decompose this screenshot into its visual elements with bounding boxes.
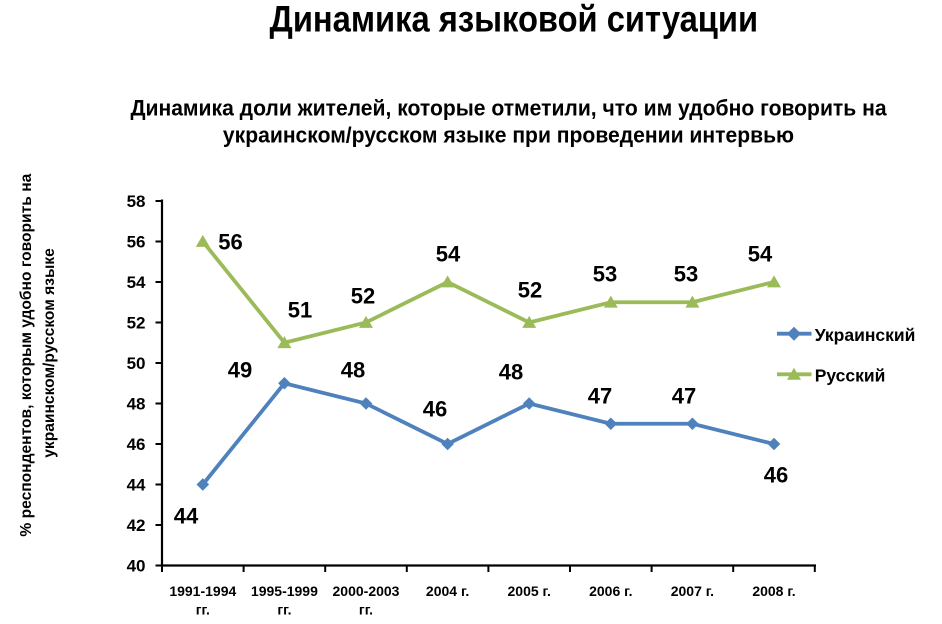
svg-text:42: 42 xyxy=(127,516,146,535)
svg-text:52: 52 xyxy=(351,284,375,309)
svg-text:58: 58 xyxy=(127,192,146,211)
svg-text:53: 53 xyxy=(674,262,698,287)
svg-text:48: 48 xyxy=(341,358,365,383)
svg-text:2008 г.: 2008 г. xyxy=(752,583,795,599)
svg-text:46: 46 xyxy=(423,397,447,422)
svg-text:Украинский: Украинский xyxy=(815,325,916,345)
svg-text:1995-1999: 1995-1999 xyxy=(251,583,318,599)
svg-text:54: 54 xyxy=(127,273,146,292)
svg-text:украинском/русском языке при п: украинском/русском языке при проведении … xyxy=(223,122,794,148)
svg-text:56: 56 xyxy=(218,230,242,255)
svg-text:2005 г.: 2005 г. xyxy=(508,583,551,599)
svg-text:46: 46 xyxy=(127,435,146,454)
svg-text:51: 51 xyxy=(288,298,312,323)
svg-text:44: 44 xyxy=(174,504,199,529)
svg-text:47: 47 xyxy=(588,384,612,409)
svg-text:53: 53 xyxy=(593,262,617,287)
svg-text:46: 46 xyxy=(764,463,788,488)
svg-text:Русский: Русский xyxy=(815,366,886,386)
svg-text:гг.: гг. xyxy=(196,602,210,618)
svg-text:Динамика языковой ситуации: Динамика языковой ситуации xyxy=(270,0,759,40)
svg-text:2006 г.: 2006 г. xyxy=(589,583,632,599)
svg-text:Динамика доли жителей, которые: Динамика доли жителей, которые отметили,… xyxy=(130,95,887,121)
svg-text:54: 54 xyxy=(748,242,773,267)
svg-text:1991-1994: 1991-1994 xyxy=(169,583,236,599)
svg-text:гг.: гг. xyxy=(277,602,291,618)
svg-text:48: 48 xyxy=(499,360,523,385)
svg-text:52: 52 xyxy=(127,314,146,333)
svg-text:54: 54 xyxy=(436,242,461,267)
svg-text:50: 50 xyxy=(127,354,146,373)
svg-text:44: 44 xyxy=(127,476,146,495)
svg-text:2004 г.: 2004 г. xyxy=(426,583,469,599)
svg-text:56: 56 xyxy=(127,233,146,252)
svg-text:% респондентов, которым удобно: % респондентов, которым удобно говорить … xyxy=(18,169,58,536)
svg-text:гг.: гг. xyxy=(359,602,373,618)
svg-text:2007 г.: 2007 г. xyxy=(671,583,714,599)
svg-text:2000-2003: 2000-2003 xyxy=(333,583,400,599)
svg-text:48: 48 xyxy=(127,395,146,414)
svg-text:52: 52 xyxy=(518,278,542,303)
svg-text:40: 40 xyxy=(127,557,146,576)
svg-text:49: 49 xyxy=(228,358,252,383)
svg-text:47: 47 xyxy=(672,384,696,409)
